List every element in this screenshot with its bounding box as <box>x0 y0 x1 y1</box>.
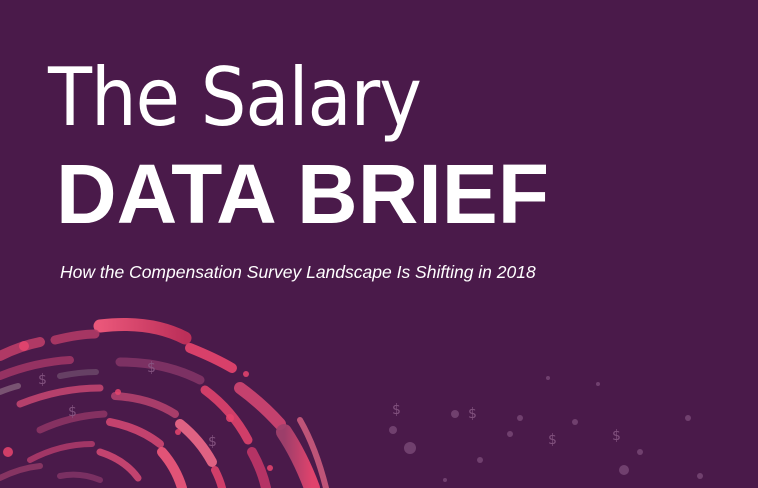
subtitle: How the Compensation Survey Landscape Is… <box>60 262 536 282</box>
title-line-2: DATA BRIEF <box>56 147 550 241</box>
dollar-mark: $ <box>548 432 557 448</box>
title-line-1: The Salary <box>48 51 422 144</box>
dollar-mark: $ <box>392 402 401 418</box>
dollar-mark: $ <box>208 434 217 450</box>
dollar-mark: $ <box>68 404 77 420</box>
dollar-mark: $ <box>468 406 477 422</box>
dollar-mark: $ <box>612 428 621 444</box>
dollar-mark: $ <box>38 372 47 388</box>
dollar-mark: $ <box>147 360 156 376</box>
